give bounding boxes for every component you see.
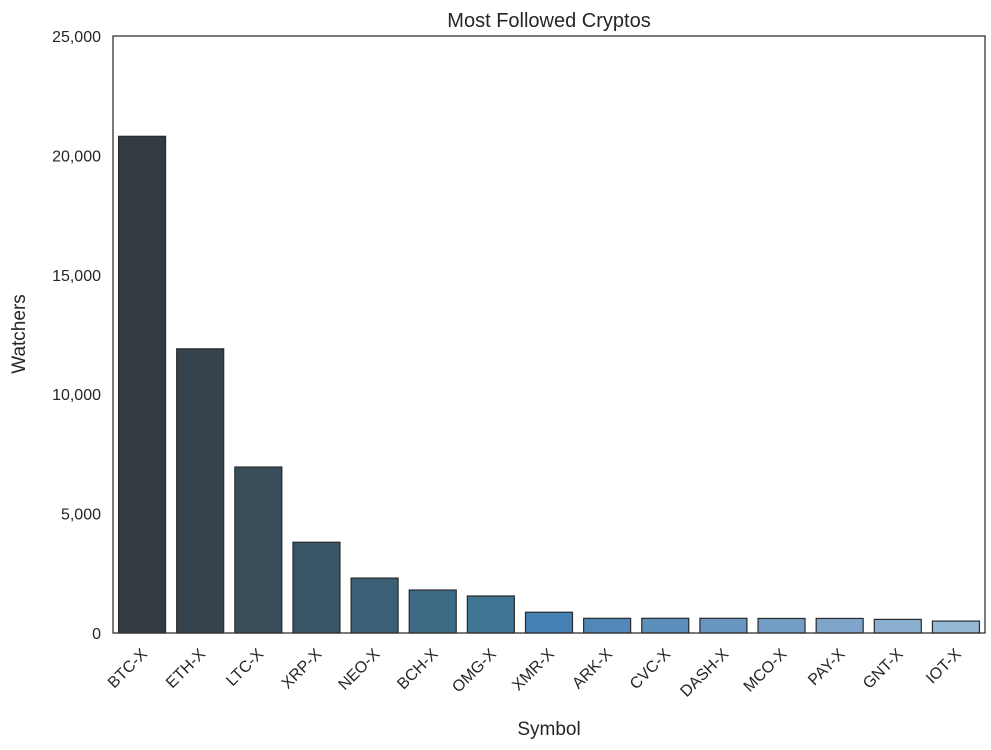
bar-eth-x: [176, 348, 225, 634]
plot-frame: [112, 35, 986, 634]
bar-xrp-x: [292, 541, 341, 634]
bar-dash-x: [699, 617, 748, 634]
x-tick-label: BCH-X: [394, 646, 441, 693]
x-tick-label: XMR-X: [509, 646, 558, 695]
x-tick-label: ETH-X: [163, 646, 209, 692]
y-tick-label: 15,000: [52, 268, 101, 285]
bar-bch-x: [408, 589, 457, 634]
x-axis-label: Symbol: [517, 719, 580, 740]
y-axis-label: Watchers: [9, 294, 30, 374]
x-tick-label: IOT-X: [923, 646, 965, 688]
y-tick-label: 5,000: [61, 507, 101, 524]
x-tick-label: GNT-X: [860, 646, 907, 693]
y-tick-label: 10,000: [52, 387, 101, 404]
bar-cvc-x: [641, 617, 690, 634]
bar-btc-x: [117, 135, 167, 634]
x-tick-label: XRP-X: [279, 646, 326, 693]
x-tick-label: BTC-X: [105, 646, 151, 692]
bar-omg-x: [466, 595, 515, 634]
bar-ltc-x: [234, 466, 283, 634]
bar-ark-x: [583, 617, 632, 634]
x-tick-label: NEO-X: [336, 646, 384, 694]
x-tick-label: CVC-X: [627, 646, 674, 693]
y-tick-label: 25,000: [52, 29, 101, 46]
x-tick-label: DASH-X: [677, 646, 732, 701]
x-tick-label: PAY-X: [805, 646, 848, 689]
x-tick-label: OMG-X: [449, 646, 500, 697]
bar-pay-x: [815, 617, 864, 634]
x-tick-label: LTC-X: [223, 646, 267, 690]
x-tick-label: ARK-X: [569, 646, 616, 693]
chart-title: Most Followed Cryptos: [447, 10, 650, 32]
x-tick-label: MCO-X: [741, 646, 791, 696]
bar-iot-x: [931, 620, 981, 634]
y-tick-label: 20,000: [52, 148, 101, 165]
bar-mco-x: [757, 617, 806, 634]
y-tick-label: 0: [92, 626, 101, 643]
bar-neo-x: [350, 577, 399, 634]
bar-gnt-x: [873, 618, 922, 634]
bar-xmr-x: [524, 611, 574, 634]
